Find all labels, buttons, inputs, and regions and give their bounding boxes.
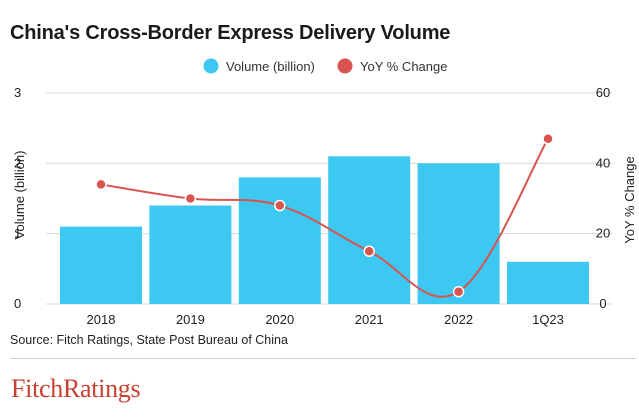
x-tick-label: 2019 — [176, 312, 205, 327]
legend-volume-label: Volume (billion) — [226, 59, 315, 74]
x-axis-ticks: 2018 2019 2020 2021 2022 1Q23 — [87, 312, 564, 327]
right-tick-label: 20 — [596, 226, 610, 241]
right-axis-ticks: 0 20 40 60 — [596, 85, 610, 311]
bar-2018 — [60, 226, 142, 304]
yoy-point-2020 — [274, 199, 286, 212]
x-tick-label: 1Q23 — [532, 312, 564, 327]
legend-yoy-label: YoY % Change — [360, 59, 447, 74]
yoy-point-2022 — [452, 285, 465, 298]
source-note: Source: Fitch Ratings, State Post Bureau… — [10, 333, 288, 347]
x-tick-label: 2022 — [444, 312, 473, 327]
right-tick-label: 60 — [596, 85, 610, 100]
left-tick-label: 3 — [14, 85, 21, 100]
legend-volume-swatch — [203, 58, 219, 74]
yoy-point-2018 — [95, 178, 107, 191]
left-axis-ticks: 0 1 2 3 — [14, 85, 21, 311]
x-tick-label: 2018 — [87, 312, 116, 327]
chart-title: China's Cross-Border Express Delivery Vo… — [10, 22, 451, 44]
left-tick-label: 1 — [14, 226, 21, 241]
fitch-ratings-logo: FitchRatings — [11, 374, 141, 404]
divider — [10, 358, 636, 359]
left-tick-label: 0 — [14, 296, 21, 311]
right-tick-label: 0 — [599, 296, 606, 311]
yoy-points — [95, 132, 554, 298]
bar-2020 — [238, 177, 321, 304]
bar-2019 — [149, 205, 232, 304]
bar-1Q23 — [507, 261, 589, 304]
yoy-point-2021 — [363, 245, 375, 257]
legend-yoy-swatch — [337, 58, 353, 74]
left-tick-label: 2 — [14, 155, 21, 170]
left-axis-label: Volume (billion) — [12, 151, 27, 240]
right-tick-label: 40 — [596, 155, 610, 170]
legend: Volume (billion) YoY % Change — [203, 58, 447, 74]
x-tick-label: 2020 — [265, 312, 294, 327]
yoy-point-2019 — [184, 192, 197, 205]
chart: 2018 2019 2020 2021 2022 1Q23 0 1 2 3 0 20 40 60 Vo… — [12, 58, 637, 327]
x-tick-label: 2021 — [355, 312, 384, 327]
right-axis-label: YoY % Change — [622, 156, 637, 243]
brand-part1: Fitch — [11, 374, 63, 403]
brand-part2: Ratings — [62, 374, 141, 403]
yoy-point-1Q23 — [542, 132, 554, 145]
bar-2021 — [328, 156, 411, 304]
bar-2022 — [417, 163, 500, 304]
bar-series — [60, 156, 589, 304]
